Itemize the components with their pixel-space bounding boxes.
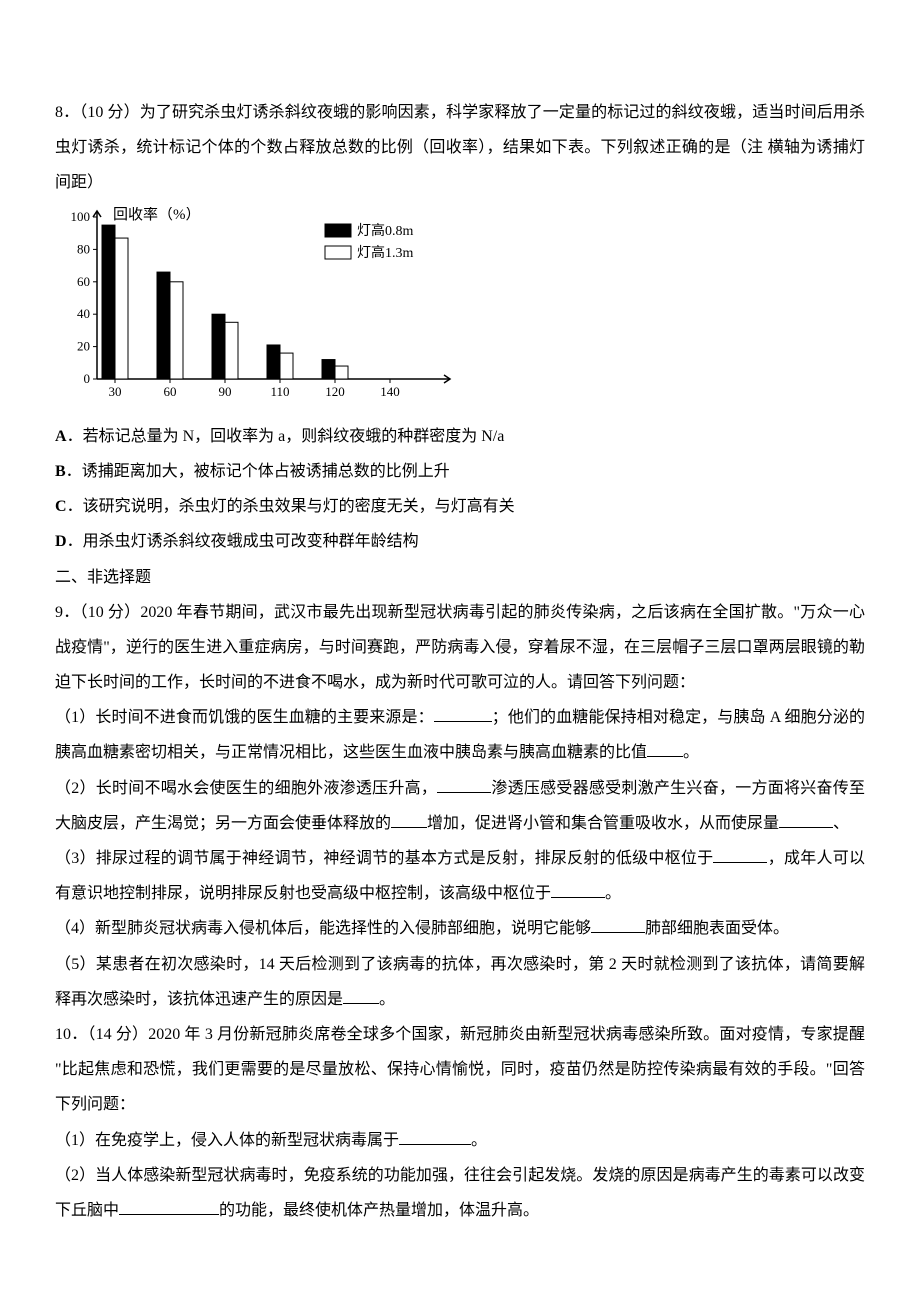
blank: [434, 708, 492, 723]
q9-1c: 。: [683, 744, 699, 761]
q9-sub3: （3）排尿过程的调节属于神经调节，神经调节的基本方式是反射，排尿反射的低级中枢位…: [55, 841, 865, 911]
option-letter: C: [55, 498, 67, 515]
q9-2a: （2）长时间不喝水会使医生的细胞外液渗透压升高，: [55, 780, 437, 797]
q10-2b: 的功能，最终使机体产热量增加，体温升高。: [219, 1202, 539, 1219]
option-letter: A: [55, 428, 67, 445]
q9-sub2: （2）长时间不喝水会使医生的细胞外液渗透压升高，渗透压感受器感受刺激产生兴奋，一…: [55, 771, 865, 841]
q10-head-text: 10．（14 分）2020 年 3 月份新冠肺炎席卷全球多个国家，新冠肺炎由新型…: [55, 1026, 865, 1113]
q8-stem: 8．（10 分）为了研究杀虫灯诱杀斜纹夜蛾的影响因素，科学家释放了一定量的标记过…: [55, 95, 865, 201]
option-text: 诱捕距离加大，被标记个体占被诱捕总数的比例上升: [82, 463, 450, 480]
q10-sub2: （2）当人体感染新型冠状病毒时，免疫系统的功能加强，往往会引起发烧。发烧的原因是…: [55, 1158, 865, 1228]
svg-text:0: 0: [84, 371, 91, 386]
q8-option-d: D．用杀虫灯诱杀斜纹夜蛾成虫可改变种群年龄结构: [55, 524, 865, 559]
q9-4b: 肺部细胞表面受体。: [645, 920, 789, 937]
svg-text:140: 140: [380, 384, 400, 399]
blank: [391, 813, 427, 828]
svg-text:灯高0.8m: 灯高0.8m: [357, 222, 413, 239]
option-text: 若标记总量为 N，回收率为 a，则斜纹夜蛾的种群密度为 N/a: [83, 428, 505, 445]
svg-text:40: 40: [77, 306, 90, 321]
q9-1a: （1）长时间不进食而饥饿的医生血糖的主要来源是：: [55, 709, 434, 726]
svg-text:100: 100: [71, 209, 91, 224]
option-letter: D: [55, 533, 67, 550]
q10-sub1: （1）在免疫学上，侵入人体的新型冠状病毒属于 。: [55, 1123, 865, 1158]
option-text: 用杀虫灯诱杀斜纹夜蛾成虫可改变种群年龄结构: [83, 533, 419, 550]
blank: [713, 848, 767, 863]
blank: [343, 989, 379, 1004]
blank: [779, 813, 833, 828]
svg-text:90: 90: [219, 384, 232, 399]
q8-option-a: A．若标记总量为 N，回收率为 a，则斜纹夜蛾的种群密度为 N/a: [55, 419, 865, 454]
q9-5b: 。: [379, 991, 395, 1008]
svg-text:110: 110: [270, 384, 289, 399]
svg-text:20: 20: [77, 338, 90, 353]
q9-head: 9．（10 分）2020 年春节期间，武汉市最先出现新型冠状病毒引起的肺炎传染病…: [55, 595, 865, 701]
svg-text:80: 80: [77, 241, 90, 256]
svg-text:60: 60: [164, 384, 177, 399]
q10-1b: 。: [471, 1132, 487, 1149]
q9-2c: 增加，促进肾小管和集合管重吸收水，从而使尿量: [427, 815, 779, 832]
q8-chart: 0 20 40 60 80 100 回收率（%） 灯高0.8m 灯高1.3m 30 60 90 110 1…: [55, 207, 455, 402]
q10-head: 10．（14 分）2020 年 3 月份新冠肺炎席卷全球多个国家，新冠肺炎由新型…: [55, 1017, 865, 1123]
q9-sub5: （5）某患者在初次感染时，14 天后检测到了该病毒的抗体，再次感染时，第 2 天…: [55, 947, 865, 1017]
svg-text:灯高1.3m: 灯高1.3m: [357, 244, 413, 261]
blank: [591, 919, 645, 934]
blank: [399, 1130, 471, 1145]
option-text: 该研究说明，杀虫灯的杀虫效果与灯的密度无关，与灯高有关: [83, 498, 515, 515]
q8-option-c: C．该研究说明，杀虫灯的杀虫效果与灯的密度无关，与灯高有关: [55, 489, 865, 524]
q8-stem-text: 8．（10 分）为了研究杀虫灯诱杀斜纹夜蛾的影响因素，科学家释放了一定量的标记过…: [55, 104, 865, 191]
blank: [437, 778, 491, 793]
option-letter: B: [55, 463, 66, 480]
q9-sub1: （1）长时间不进食而饥饿的医生血糖的主要来源是：；他们的血糖能保持相对稳定，与胰…: [55, 700, 865, 770]
q10-1a: （1）在免疫学上，侵入人体的新型冠状病毒属于: [55, 1132, 399, 1149]
svg-text:60: 60: [77, 273, 90, 288]
q9-sub4: （4）新型肺炎冠状病毒入侵机体后，能选择性的入侵肺部细胞，说明它能够 肺部细胞表面…: [55, 911, 865, 946]
q9-3a: （3）排尿过程的调节属于神经调节，神经调节的基本方式是反射，排尿反射的低级中枢位…: [55, 850, 713, 867]
section-2-heading: 二、非选择题: [55, 560, 865, 595]
q9-head-text: 9．（10 分）2020 年春节期间，武汉市最先出现新型冠状病毒引起的肺炎传染病…: [55, 604, 865, 691]
svg-text:回收率（%）: 回收率（%）: [113, 207, 201, 223]
blank: [551, 884, 605, 899]
svg-text:30: 30: [109, 384, 122, 399]
q9-3c: 。: [605, 885, 621, 902]
q9-2d: 、: [833, 815, 849, 832]
q8-option-b: B．诱捕距离加大，被标记个体占被诱捕总数的比例上升: [55, 454, 865, 489]
svg-text:120: 120: [325, 384, 345, 399]
q9-5a: （5）某患者在初次感染时，14 天后检测到了该病毒的抗体，再次感染时，第 2 天…: [55, 956, 865, 1008]
q9-4a: （4）新型肺炎冠状病毒入侵机体后，能选择性的入侵肺部细胞，说明它能够: [55, 920, 591, 937]
blank: [119, 1200, 219, 1215]
section-2-text: 二、非选择题: [55, 569, 151, 586]
blank: [647, 743, 683, 758]
